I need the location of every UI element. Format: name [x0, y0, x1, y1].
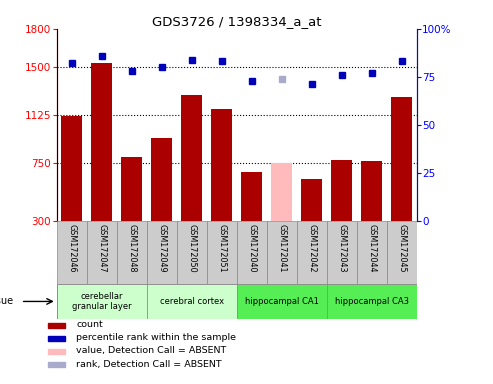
Text: GSM172048: GSM172048 — [127, 224, 136, 273]
Bar — [57, 221, 87, 284]
Bar — [121, 157, 142, 221]
Bar — [356, 221, 387, 284]
Bar — [326, 221, 356, 284]
Bar — [237, 284, 326, 319]
Text: value, Detection Call = ABSENT: value, Detection Call = ABSENT — [76, 346, 227, 356]
Text: count: count — [76, 320, 103, 329]
Bar — [91, 63, 112, 221]
Text: GSM172042: GSM172042 — [307, 224, 316, 273]
Text: GSM172043: GSM172043 — [337, 224, 346, 273]
Text: GSM172044: GSM172044 — [367, 224, 376, 273]
Bar — [331, 160, 352, 221]
Bar — [61, 116, 82, 221]
Bar — [211, 109, 232, 221]
Bar — [241, 172, 262, 221]
Bar — [387, 221, 417, 284]
Bar — [87, 221, 117, 284]
Bar — [117, 221, 147, 284]
Text: hippocampal CA3: hippocampal CA3 — [335, 297, 409, 306]
Text: tissue: tissue — [0, 296, 13, 306]
Bar — [237, 221, 267, 284]
Text: rank, Detection Call = ABSENT: rank, Detection Call = ABSENT — [76, 359, 222, 369]
Bar — [207, 221, 237, 284]
Text: GSM172051: GSM172051 — [217, 224, 226, 273]
Text: GSM172049: GSM172049 — [157, 224, 166, 273]
Text: GSM172040: GSM172040 — [247, 224, 256, 273]
Bar — [361, 161, 382, 221]
Bar — [391, 97, 412, 221]
Bar — [301, 179, 322, 221]
Bar — [181, 95, 202, 221]
Bar — [48, 336, 66, 341]
Bar — [267, 221, 297, 284]
Text: GSM172047: GSM172047 — [97, 224, 106, 273]
Bar — [326, 284, 417, 319]
Bar — [48, 323, 66, 328]
Text: percentile rank within the sample: percentile rank within the sample — [76, 333, 236, 343]
Bar — [147, 284, 237, 319]
Text: cerebral cortex: cerebral cortex — [160, 297, 224, 306]
Text: hippocampal CA1: hippocampal CA1 — [245, 297, 318, 306]
Bar — [297, 221, 326, 284]
Bar — [48, 349, 66, 354]
Text: GSM172046: GSM172046 — [67, 224, 76, 273]
Text: GSM172045: GSM172045 — [397, 224, 406, 273]
Text: cerebellar
granular layer: cerebellar granular layer — [72, 292, 132, 311]
Text: GSM172050: GSM172050 — [187, 224, 196, 273]
Bar — [147, 221, 176, 284]
Bar — [48, 362, 66, 367]
Bar — [57, 284, 147, 319]
Bar — [151, 137, 172, 221]
Text: GSM172041: GSM172041 — [277, 224, 286, 273]
Bar — [176, 221, 207, 284]
Title: GDS3726 / 1398334_a_at: GDS3726 / 1398334_a_at — [152, 15, 321, 28]
Bar — [271, 163, 292, 221]
